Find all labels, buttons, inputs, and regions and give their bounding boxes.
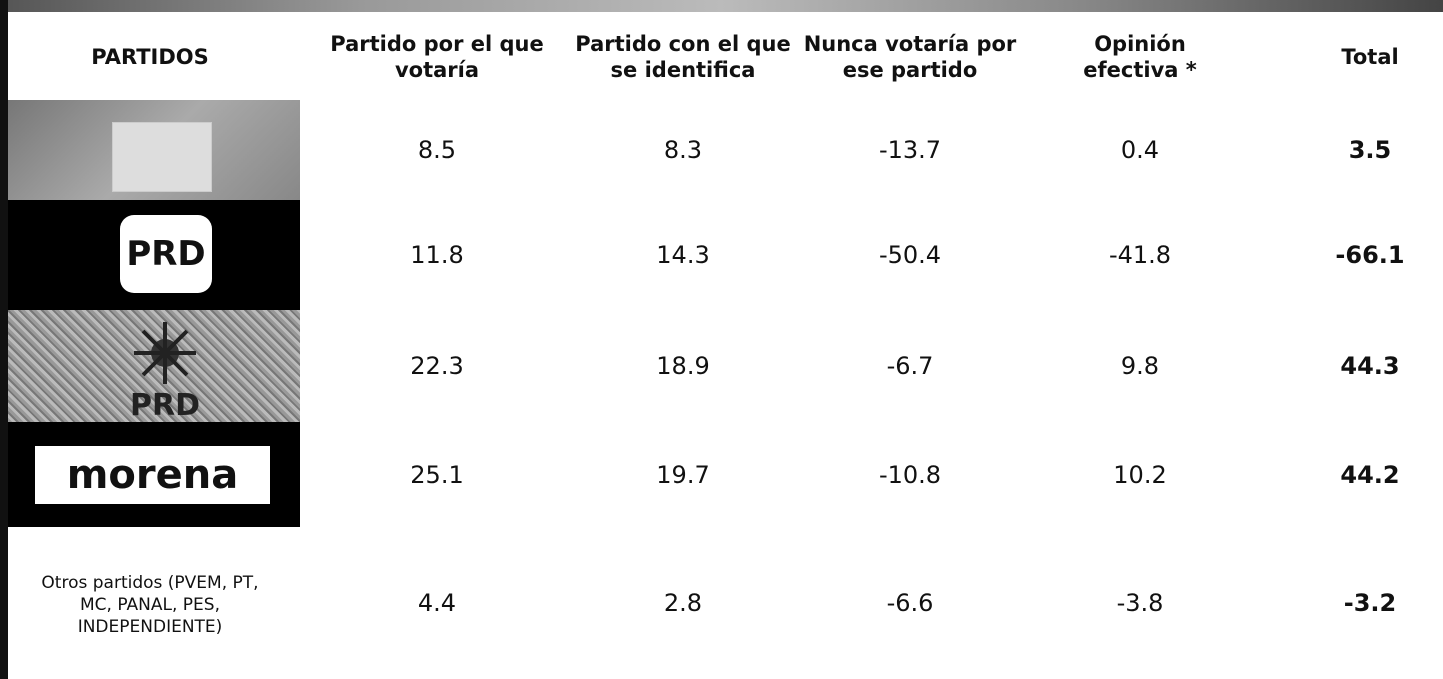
cell-value: 25.1 [410,460,464,489]
cell-value: 2.8 [663,589,703,617]
logo: PRD [130,388,200,422]
column-header: Opinión efectiva * [1083,32,1197,82]
logo: PRD [120,215,212,293]
cell-value: 3.5 [1348,136,1392,164]
top-strip [0,0,1443,12]
cell-value: 14.3 [656,241,710,269]
column-header: Total [1341,45,1399,69]
cell-value: -50.4 [878,241,942,269]
column-header: Partido con el que se identifica [575,32,791,82]
cell-value: 8.3 [663,136,703,164]
cell-value: 11.8 [410,241,464,269]
cell-value: 9.8 [1120,352,1160,380]
cell-value: 22.3 [410,352,464,380]
cell-value: -13.7 [878,136,942,164]
cell-value: -6.6 [886,589,934,617]
cell-value: 19.7 [656,460,710,489]
column-header: Partido por el que votaría [330,32,544,82]
cell-value: 10.2 [1113,460,1167,489]
cell-value: 0.4 [1120,136,1160,164]
cell-value: -3.8 [1116,589,1164,617]
cell-value: 4.4 [417,589,457,617]
logo [112,122,212,192]
cell-value: -41.8 [1108,241,1172,269]
cell-value: 44.3 [1340,352,1400,380]
logo-icon [134,322,196,384]
cell-value: 44.2 [1340,460,1400,489]
logo: morena [35,446,270,504]
column-header: Nunca votaría por ese partido [803,32,1017,82]
party-label: Otros partidos (PVEM, PT, MC, PANAL, PES… [41,573,259,637]
cell-value: 18.9 [656,352,710,380]
cell-value: -10.8 [878,460,942,489]
cell-value: 8.5 [417,136,457,164]
left-edge [0,0,8,679]
cell-value: -6.7 [886,352,934,380]
column-header: PARTIDOS [91,45,209,69]
cell-value: -3.2 [1343,589,1397,617]
cell-value: -66.1 [1335,241,1405,269]
